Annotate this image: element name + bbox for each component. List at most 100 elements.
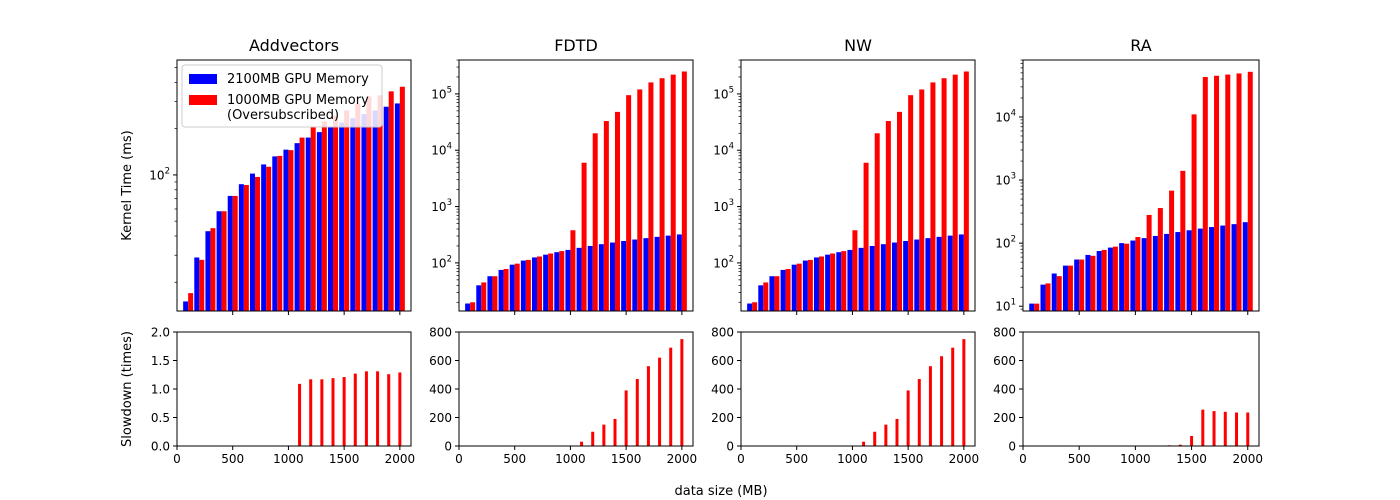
bar-1000mb bbox=[399, 86, 405, 311]
bar-2100mb bbox=[520, 260, 526, 311]
bar-1000mb bbox=[613, 418, 617, 446]
y-tick-label: 104 bbox=[431, 142, 452, 158]
bar-2100mb bbox=[1186, 230, 1192, 311]
bar-1000mb bbox=[1067, 265, 1073, 311]
bar-1000mb bbox=[624, 390, 628, 446]
bar-1000mb bbox=[525, 259, 531, 311]
legend-label: 1000MB GPU Memory (Oversubscribed) bbox=[227, 93, 369, 123]
bar-2100mb bbox=[936, 236, 942, 311]
bar-2100mb bbox=[621, 240, 627, 311]
bar-1000mb bbox=[1157, 208, 1163, 311]
bar-1000mb bbox=[1223, 411, 1227, 446]
y-tick-label: 102 bbox=[149, 166, 170, 182]
y-tick-label: 105 bbox=[713, 85, 734, 101]
bar-1000mb bbox=[1214, 75, 1220, 312]
bar-1000mb bbox=[581, 162, 587, 311]
bar-1000mb bbox=[908, 95, 914, 312]
y-tick-label: 0.5 bbox=[151, 411, 170, 425]
bar-2100mb bbox=[587, 245, 593, 311]
y-tick-label: 105 bbox=[431, 85, 452, 101]
panel-8: 0 500 1000 1500 2000 0 200 400 600 800 bbox=[993, 326, 1263, 467]
bar-2100mb bbox=[665, 235, 671, 311]
bar-2100mb bbox=[554, 252, 560, 311]
x-tick-label: 2000 bbox=[1232, 452, 1263, 466]
bar-1000mb bbox=[1202, 77, 1208, 311]
bar-1000mb bbox=[210, 228, 216, 311]
bar-1000mb bbox=[221, 211, 227, 311]
bar-2100mb bbox=[903, 240, 909, 311]
bar-1000mb bbox=[885, 121, 891, 311]
y-tick-label: 102 bbox=[995, 235, 1016, 251]
bar-1000mb bbox=[752, 302, 758, 311]
bar-2100mb bbox=[802, 260, 808, 311]
bar-2100mb bbox=[565, 249, 571, 311]
bar-1000mb bbox=[298, 383, 302, 446]
bar-2100mb bbox=[509, 264, 515, 311]
bar-1000mb bbox=[580, 441, 584, 446]
y-axis-label: Slowdown (times) bbox=[120, 331, 135, 447]
panel-5: 0 500 1000 1500 2000 0.0 0.5 1.0 1.5 2.0 Slowdown … bbox=[120, 326, 415, 467]
panel-title: Addvectors bbox=[249, 36, 339, 55]
bar-1000mb bbox=[930, 82, 936, 311]
bar-1000mb bbox=[763, 282, 769, 311]
x-tick-label: 1500 bbox=[329, 452, 360, 466]
bar-1000mb bbox=[603, 121, 609, 311]
bar-2100mb bbox=[758, 285, 764, 311]
bar-2100mb bbox=[194, 257, 200, 311]
bar-2100mb bbox=[328, 127, 333, 312]
bar-1000mb bbox=[342, 377, 346, 446]
bar-1000mb bbox=[940, 356, 944, 446]
bar-1000mb bbox=[951, 347, 955, 446]
bar-2100mb bbox=[350, 118, 356, 311]
bar-2100mb bbox=[947, 235, 953, 311]
bar-2100mb bbox=[1242, 222, 1248, 311]
bar-2100mb bbox=[227, 195, 233, 311]
x-tick-label: 0 bbox=[173, 452, 181, 466]
bar-2100mb bbox=[372, 110, 378, 311]
bar-2100mb bbox=[632, 239, 638, 311]
plot-frame bbox=[1022, 59, 1260, 312]
bar-1000mb bbox=[299, 137, 305, 311]
y-tick-label: 200 bbox=[993, 411, 1016, 425]
bar-2100mb bbox=[1209, 227, 1215, 311]
bar-1000mb bbox=[514, 263, 520, 311]
y-tick-label: 0 bbox=[726, 440, 734, 454]
bar-1000mb bbox=[852, 230, 858, 311]
y-tick-label: 1.0 bbox=[151, 383, 170, 397]
bar-1000mb bbox=[199, 259, 205, 311]
legend-swatch bbox=[189, 95, 217, 105]
bar-1000mb bbox=[309, 379, 313, 446]
bar-1000mb bbox=[320, 379, 324, 446]
bar-1000mb bbox=[680, 339, 684, 446]
bar-1000mb bbox=[333, 115, 338, 311]
y-axis-label: Kernel Time (ms) bbox=[120, 130, 135, 241]
bar-1000mb bbox=[331, 378, 335, 446]
bar-1000mb bbox=[1079, 259, 1085, 311]
bar-2100mb bbox=[487, 276, 493, 311]
bar-2100mb bbox=[576, 247, 582, 311]
bar-1000mb bbox=[884, 424, 888, 446]
bar-2100mb bbox=[1220, 225, 1226, 311]
bar-1000mb bbox=[669, 347, 673, 446]
bar-2100mb bbox=[643, 238, 649, 311]
bar-1000mb bbox=[188, 293, 194, 311]
x-tick-label: 0 bbox=[455, 452, 463, 466]
bar-1000mb bbox=[897, 111, 902, 311]
bar-1000mb bbox=[963, 71, 969, 311]
panel-1: 102 Addvectors Kernel Time (ms) bbox=[120, 36, 412, 315]
bar-1000mb bbox=[344, 110, 350, 311]
bar-2100mb bbox=[532, 257, 537, 311]
bar-1000mb bbox=[670, 74, 676, 311]
bar-2100mb bbox=[205, 231, 211, 311]
bar-2100mb bbox=[1096, 251, 1102, 311]
bar-2100mb bbox=[1107, 247, 1113, 311]
bar-1000mb bbox=[570, 230, 576, 311]
bar-2100mb bbox=[498, 269, 504, 311]
bar-1000mb bbox=[470, 302, 476, 311]
y-tick-label: 600 bbox=[993, 354, 1016, 368]
x-tick-label: 2000 bbox=[667, 452, 698, 466]
bar-1000mb bbox=[774, 276, 780, 311]
bar-1000mb bbox=[232, 195, 238, 311]
bar-1000mb bbox=[310, 127, 316, 312]
bar-2100mb bbox=[747, 303, 753, 311]
